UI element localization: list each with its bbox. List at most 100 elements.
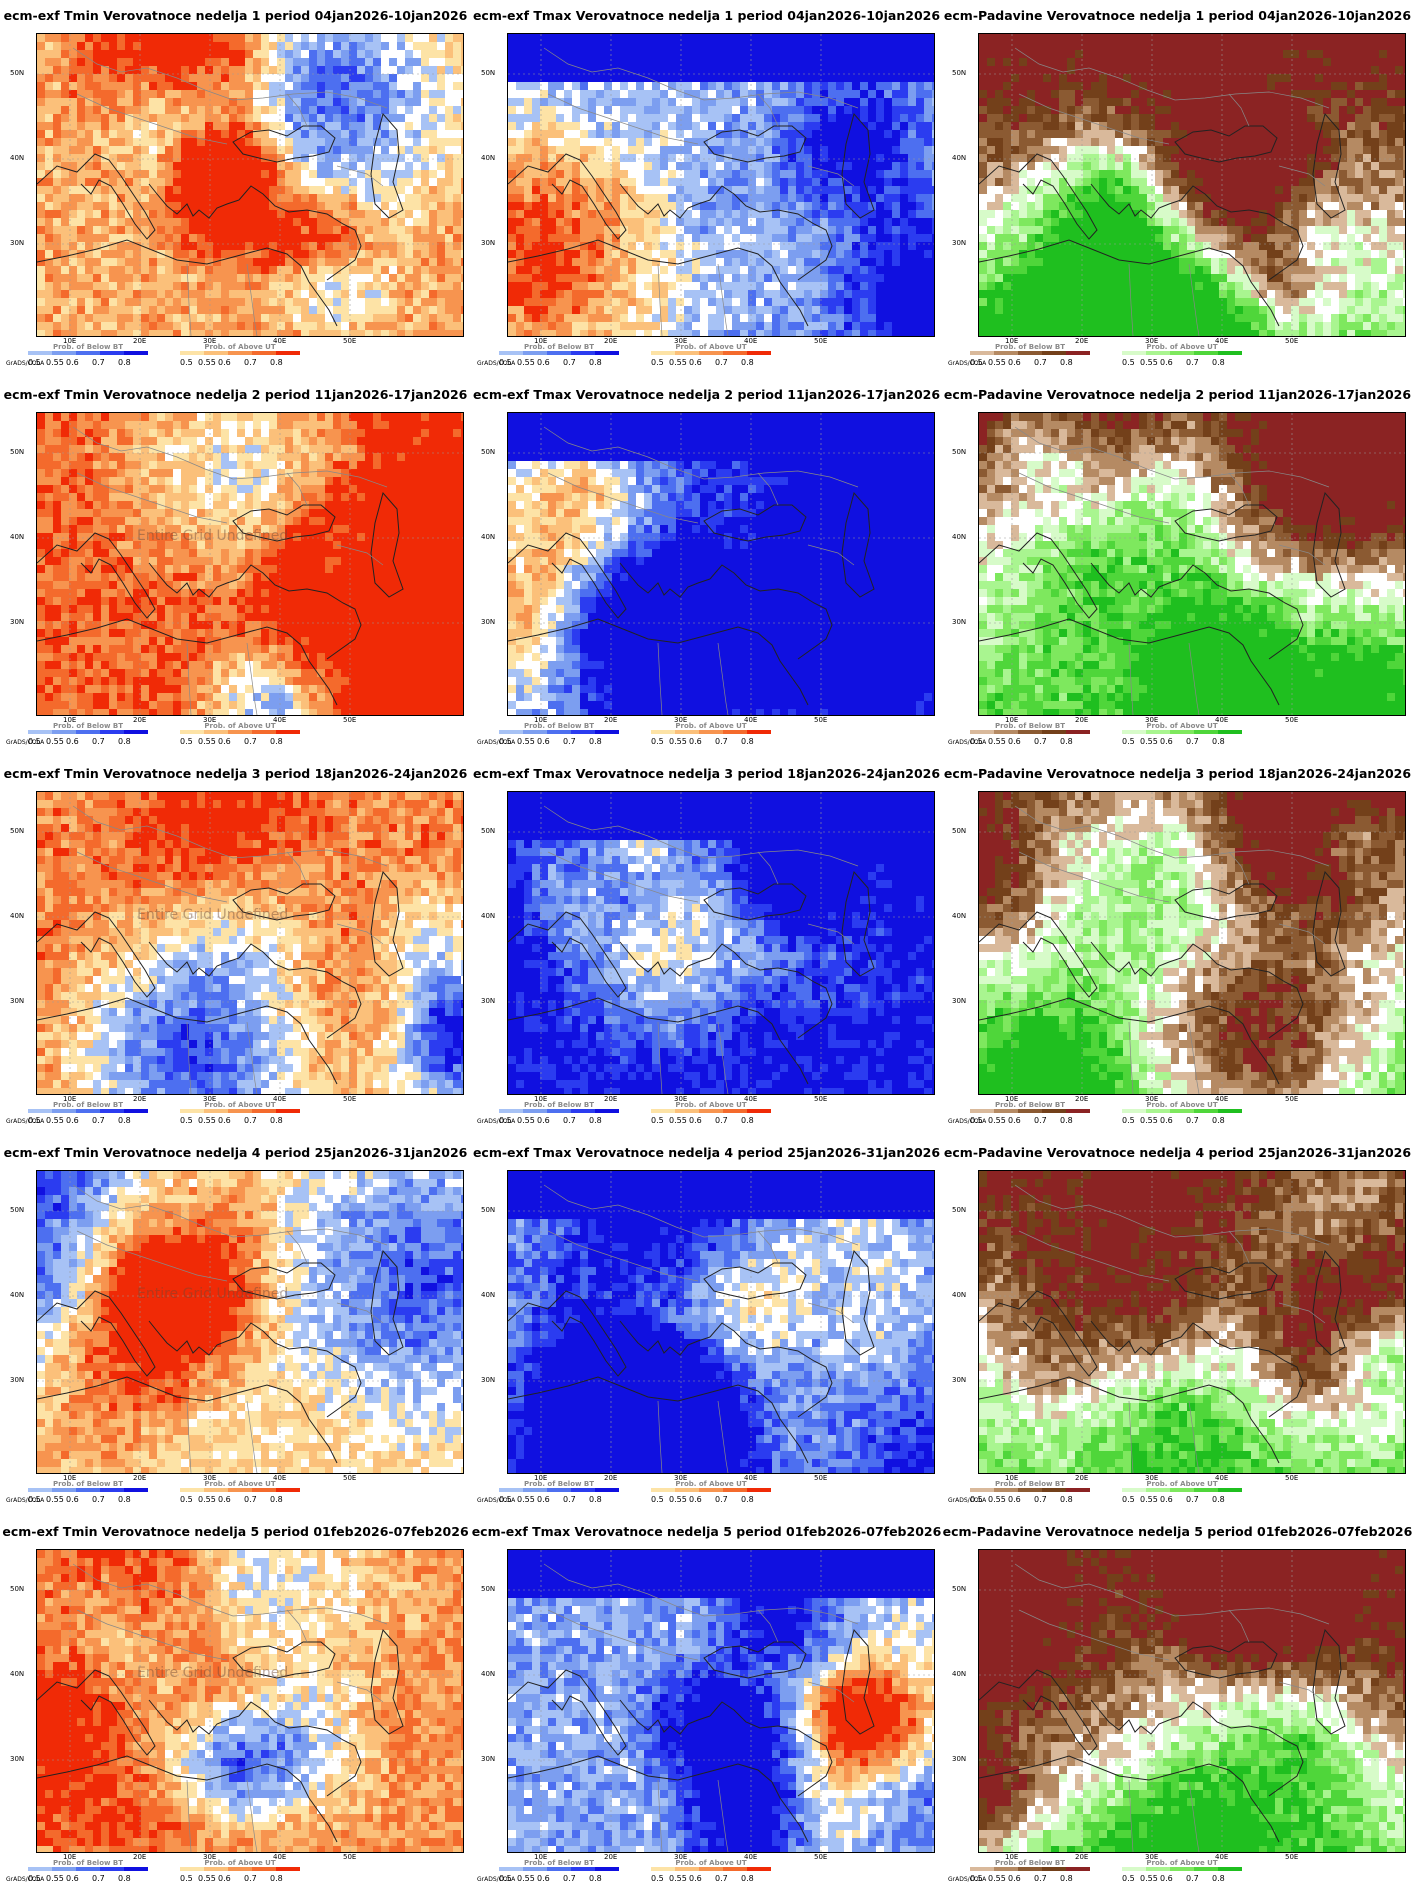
grid-cell (1267, 66, 1275, 74)
grid-cell (77, 178, 85, 186)
grid-cell (357, 42, 365, 50)
grid-cell (1155, 170, 1163, 178)
grid-cell (1403, 178, 1405, 186)
grid-cell (1219, 170, 1227, 178)
grid-cell (221, 194, 229, 202)
grid-cell (836, 106, 844, 114)
grid-cell (580, 58, 588, 66)
grid-cell (1355, 66, 1363, 74)
grid-cell (788, 34, 796, 42)
grid-cell (780, 34, 788, 42)
grid-cell (564, 330, 572, 336)
grid-cell (868, 218, 876, 226)
grid-cell (37, 218, 45, 226)
grid-cell (165, 146, 173, 154)
grid-cell (325, 138, 333, 146)
grid-cell (724, 106, 732, 114)
grid-cell (564, 306, 572, 314)
grid-cell (556, 170, 564, 178)
grid-cell (692, 226, 700, 234)
grid-cell (85, 226, 93, 234)
grid-cell (788, 154, 796, 162)
grid-cell (740, 250, 748, 258)
grid-cell (668, 106, 676, 114)
grid-cell (101, 186, 109, 194)
grid-cell (389, 242, 397, 250)
grid-cell (301, 98, 309, 106)
grid-cell (748, 162, 756, 170)
grid-cell (189, 314, 197, 322)
grid-cell (580, 266, 588, 274)
grid-cell (237, 34, 245, 42)
grid-cell (1275, 58, 1283, 66)
grid-cell (141, 298, 149, 306)
grid-cell (117, 266, 125, 274)
grid-cell (876, 82, 884, 90)
grid-cell (1395, 34, 1403, 42)
grid-cell (325, 226, 333, 234)
grid-cell (341, 138, 349, 146)
grid-cell (828, 66, 836, 74)
grid-cell (588, 154, 596, 162)
grid-cell (333, 34, 341, 42)
grid-cell (628, 178, 636, 186)
grid-cell (979, 66, 987, 74)
grid-cell (325, 282, 333, 290)
grid-cell (1203, 66, 1211, 74)
grid-cell (1227, 186, 1235, 194)
grid-cell (604, 242, 612, 250)
grid-cell (213, 162, 221, 170)
grid-cell (37, 322, 45, 330)
grid-cell (556, 218, 564, 226)
legend-tick-label: 0.7 (244, 358, 257, 367)
grid-cell (229, 274, 237, 282)
grid-cell (229, 202, 237, 210)
grid-cell (979, 90, 987, 98)
grid-cell (748, 146, 756, 154)
grid-cell (908, 314, 916, 322)
grid-cell (149, 282, 157, 290)
grid-cell (45, 34, 53, 42)
grid-cell (756, 170, 764, 178)
grid-cell (1075, 58, 1083, 66)
grid-cell (828, 106, 836, 114)
grid-cell (309, 90, 317, 98)
grid-cell (1059, 130, 1067, 138)
grid-cell (1075, 66, 1083, 74)
grid-cell (93, 306, 101, 314)
grid-cell (253, 234, 261, 242)
grid-cell (341, 114, 349, 122)
grid-cell (924, 202, 932, 210)
grid-cell (924, 242, 932, 250)
grid-cell (421, 314, 429, 322)
grid-cell (117, 226, 125, 234)
grid-cell (293, 50, 301, 58)
grid-cell (373, 90, 381, 98)
grid-cell (756, 250, 764, 258)
grid-cell (708, 322, 716, 330)
grid-cell (421, 218, 429, 226)
grid-cell (1059, 98, 1067, 106)
grid-cell (548, 234, 556, 242)
grid-cell (644, 130, 652, 138)
legend-tick-label: 0.6 (537, 358, 550, 367)
grid-cell (932, 42, 934, 50)
grid-cell (293, 130, 301, 138)
grid-cell (1075, 42, 1083, 50)
above-color-swatch (699, 351, 723, 355)
grid-cell (844, 130, 852, 138)
grid-cell (45, 266, 53, 274)
grid-cell (1195, 34, 1203, 42)
grid-cell (1107, 34, 1115, 42)
grid-cell (756, 106, 764, 114)
grid-cell (532, 274, 540, 282)
grid-cell (572, 58, 580, 66)
grid-cell (884, 306, 892, 314)
grid-cell (892, 130, 900, 138)
grid-cell (596, 34, 604, 42)
grid-cell (596, 122, 604, 130)
grid-cell (732, 282, 740, 290)
grid-cell (700, 186, 708, 194)
grid-cell (213, 306, 221, 314)
grid-cell (580, 250, 588, 258)
